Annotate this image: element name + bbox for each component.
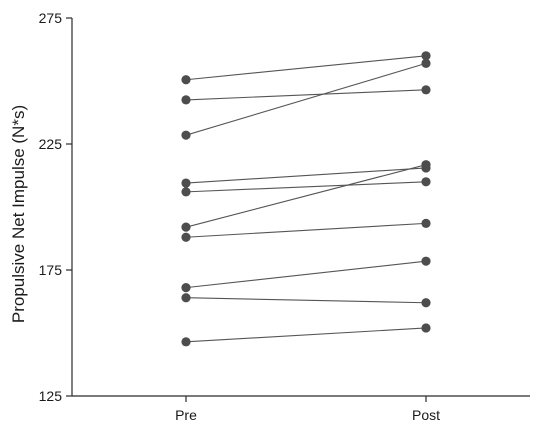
subject-pair — [181, 293, 431, 308]
pre-point — [181, 187, 191, 197]
pre-point — [181, 130, 191, 140]
pair-line — [185, 89, 427, 101]
pre-point — [181, 232, 191, 242]
pair-line — [185, 327, 427, 343]
pre-point — [181, 293, 191, 303]
pre-point — [181, 283, 191, 293]
pair-line — [185, 260, 427, 289]
post-point — [421, 177, 431, 187]
post-point — [421, 323, 431, 333]
pre-point — [181, 178, 191, 188]
x-tick-label: Post — [412, 407, 440, 423]
y-tick-label: 275 — [39, 10, 63, 26]
pre-point — [181, 75, 191, 85]
subject-pair — [181, 256, 431, 293]
pair-line — [185, 181, 427, 193]
subject-pair — [181, 160, 431, 232]
pair-line — [185, 167, 427, 184]
post-point — [421, 218, 431, 228]
y-axis-title: Propulsive Net Impulse (N*s) — [9, 105, 28, 323]
pair-line — [185, 222, 427, 238]
subject-pair — [181, 51, 431, 85]
subject-pair — [181, 85, 431, 105]
series-group — [181, 51, 431, 347]
post-point — [421, 85, 431, 95]
post-point — [421, 51, 431, 61]
pair-line — [185, 55, 427, 81]
subject-pair — [181, 177, 431, 197]
pair-line — [185, 62, 427, 136]
y-tick-label: 225 — [39, 136, 63, 152]
x-tick-label: Pre — [175, 407, 197, 423]
post-point — [421, 160, 431, 170]
pair-line — [185, 297, 427, 304]
pre-point — [181, 337, 191, 347]
subject-pair — [181, 218, 431, 242]
x-ticks: Pre Post — [175, 396, 440, 423]
y-ticks: 125 175 225 275 — [39, 10, 72, 404]
pair-line — [185, 164, 427, 228]
post-point — [421, 256, 431, 266]
pre-point — [181, 95, 191, 105]
subject-pair — [181, 323, 431, 347]
y-tick-label: 175 — [39, 262, 63, 278]
y-tick-label: 125 — [39, 388, 63, 404]
subject-pair — [181, 58, 431, 140]
post-point — [421, 58, 431, 68]
pre-point — [181, 222, 191, 232]
subject-pair — [181, 163, 431, 188]
post-point — [421, 298, 431, 308]
axes — [71, 18, 530, 397]
